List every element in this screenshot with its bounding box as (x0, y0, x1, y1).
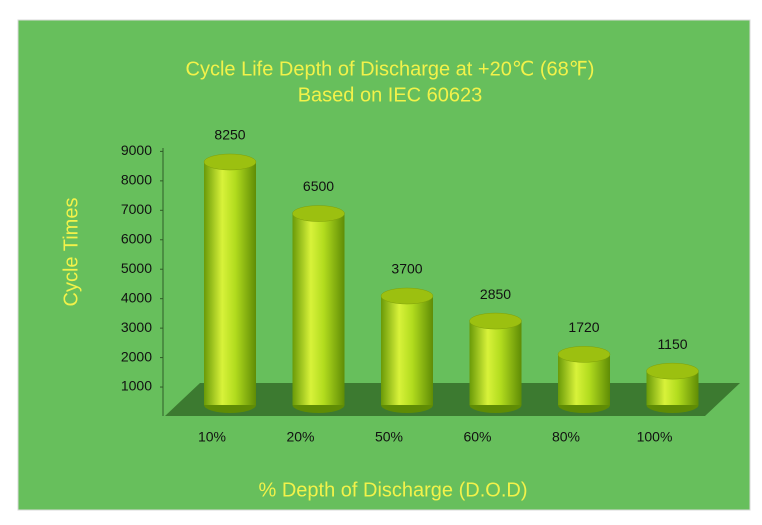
chart-subtitle: Based on IEC 60623 (298, 84, 483, 106)
x-tick-label: 10% (198, 429, 226, 445)
cylinder-top (557, 346, 611, 363)
y-tick-label: 8000 (121, 172, 152, 188)
x-tick-label: 20% (286, 429, 314, 445)
cylinder-body (469, 321, 522, 405)
y-axis-label: Cycle Times (60, 198, 82, 307)
y-tick-label: 1000 (121, 378, 152, 394)
x-tick-label: 60% (463, 429, 491, 445)
x-tick-label: 80% (552, 429, 580, 445)
cylinder-body (558, 354, 610, 405)
cylinder (646, 362, 699, 413)
cylinder (469, 312, 522, 413)
y-tick-label: 6000 (121, 230, 152, 246)
y-tick-label: 9000 (121, 142, 152, 158)
x-tick-label: 100% (637, 429, 673, 445)
cylinder-top (292, 205, 345, 222)
cylinder (292, 205, 345, 413)
chart-title: Cycle Life Depth of Discharge at +20℃ (6… (186, 58, 595, 80)
value-label: 2850 (480, 286, 511, 302)
cylinder-body (292, 213, 345, 405)
value-label: 6500 (303, 178, 334, 194)
value-label: 3700 (391, 261, 422, 277)
cylinder-body (204, 161, 256, 405)
cylinder-top (469, 312, 522, 330)
cylinder (380, 287, 434, 413)
value-label: 8250 (214, 127, 245, 143)
x-tick-label: 50% (375, 429, 403, 445)
cylinder-body (381, 296, 433, 405)
y-tick-label: 3000 (121, 319, 152, 335)
y-tick-label: 7000 (121, 201, 152, 217)
value-label: 1720 (568, 319, 599, 335)
cylinder (203, 153, 257, 413)
cylinder-top (646, 362, 699, 380)
y-tick-label: 4000 (121, 289, 152, 305)
cylinder-top (203, 153, 257, 171)
plot-panel (17, 19, 751, 511)
y-tick-label: 2000 (121, 348, 152, 364)
cylinder (557, 346, 611, 413)
value-label: 1150 (657, 336, 687, 352)
y-tick-label: 5000 (121, 260, 152, 276)
cylinder-top (380, 287, 434, 305)
x-axis-label: % Depth of Discharge (D.O.D) (259, 479, 528, 501)
